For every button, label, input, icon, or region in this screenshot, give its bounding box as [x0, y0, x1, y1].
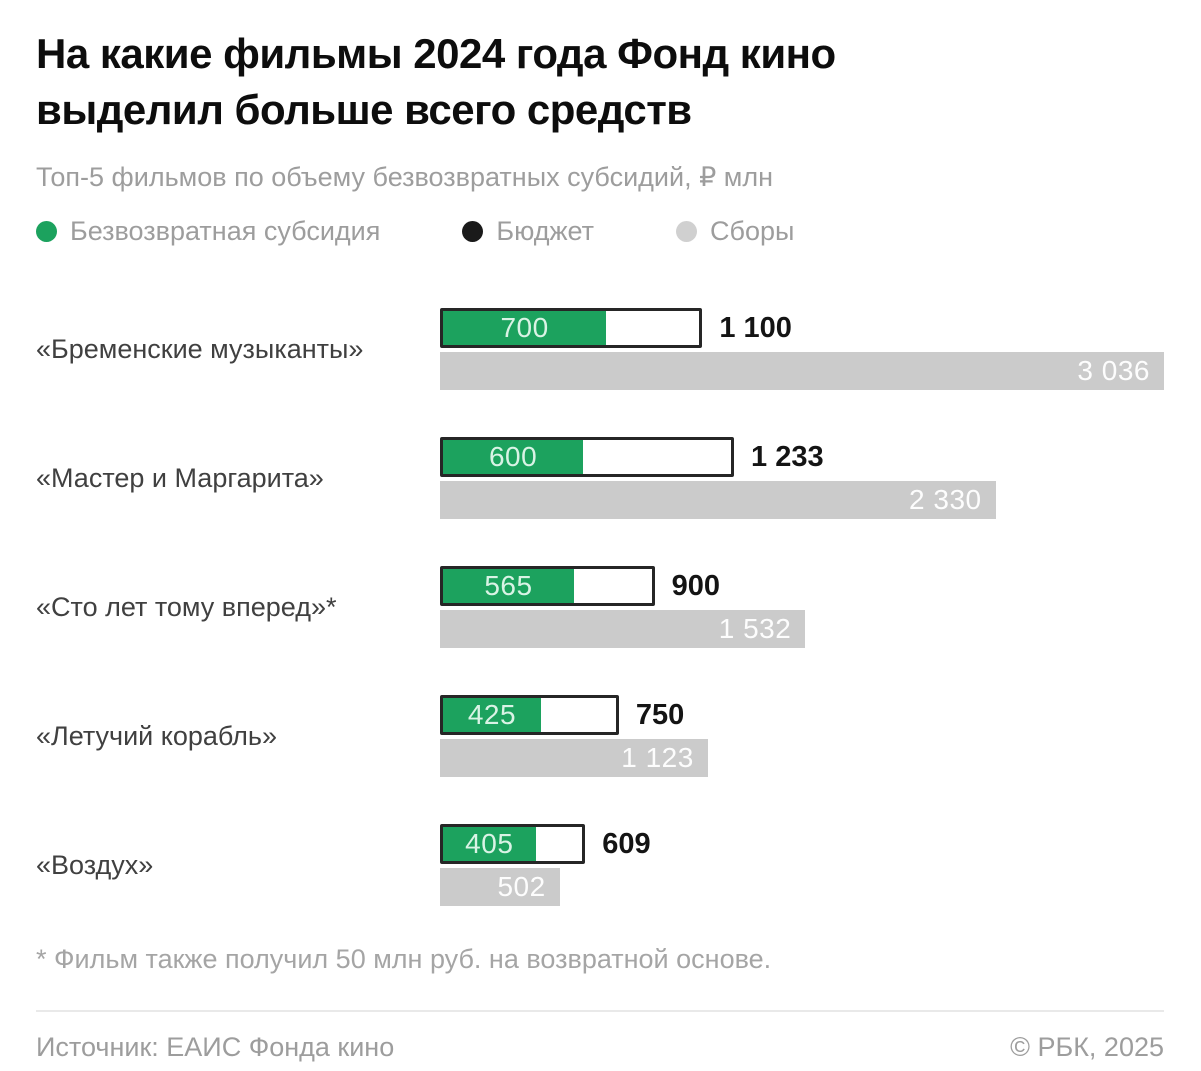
legend-label-gross: Сборы	[710, 215, 795, 246]
legend-item-subsidy: Безвозвратная субсидия	[36, 216, 380, 247]
row-bars: 565 900 1 532	[440, 566, 1164, 648]
budget-bar: 700	[440, 308, 703, 348]
chart-row: «Сто лет тому вперед»* 565 900 1 532	[36, 566, 1164, 648]
budget-value: 1 100	[719, 311, 792, 344]
budget-bar: 425	[440, 695, 619, 735]
budget-value: 609	[602, 827, 651, 860]
subsidy-dot-icon	[36, 220, 57, 242]
chart-subtitle: Топ-5 фильмов по объему безвозвратных су…	[36, 162, 773, 192]
gross-bar: 1 532	[440, 610, 806, 648]
budget-bar: 600	[440, 437, 735, 477]
film-label: «Сто лет тому вперед»*	[36, 592, 337, 622]
budget-value: 1 233	[751, 440, 824, 473]
bar-chart: «Бременские музыканты» 700 1 100 3 036 «Маст…	[36, 308, 1164, 906]
subsidy-value: 600	[488, 441, 538, 472]
chart-row: «Воздух» 405 609 502	[36, 824, 1164, 906]
budget-line: 405 609	[440, 824, 1164, 864]
budget-bar: 405	[440, 824, 586, 864]
chart-row: «Мастер и Маргарита» 600 1 233 2 330	[36, 437, 1164, 519]
budget-line: 600 1 233	[440, 437, 1164, 477]
subsidy-bar: 425	[443, 698, 541, 732]
legend-label-budget: Бюджет	[496, 215, 595, 246]
film-label: «Бременские музыканты»	[36, 334, 364, 364]
subsidy-bar: 405	[443, 827, 536, 861]
gross-bar: 502	[440, 868, 560, 906]
row-bars: 600 1 233 2 330	[440, 437, 1164, 519]
chart-row: «Бременские музыканты» 700 1 100 3 036	[36, 308, 1164, 390]
chart-legend: Безвозвратная субсидия Бюджет Сборы	[36, 216, 1164, 246]
budget-value: 750	[635, 698, 685, 731]
budget-dot-icon	[462, 220, 484, 242]
budget-line: 565 900	[440, 566, 1164, 606]
row-bars: 700 1 100 3 036	[440, 308, 1164, 390]
budget-line: 700 1 100	[440, 308, 1164, 348]
gross-value: 3 036	[1077, 355, 1150, 386]
budget-value: 900	[671, 569, 720, 602]
budget-bar: 565	[440, 566, 655, 606]
gross-value: 2 330	[909, 484, 982, 515]
gross-value: 502	[497, 871, 546, 902]
chart-footnote: * Фильм также получил 50 млн руб. на воз…	[36, 944, 772, 974]
row-bars: 405 609 502	[440, 824, 1164, 906]
subsidy-value: 405	[465, 828, 514, 859]
legend-item-gross: Сборы	[676, 216, 794, 247]
footer-divider	[36, 1010, 1164, 1012]
copyright-text: © РБК, 2025	[1010, 1032, 1164, 1062]
gross-value: 1 123	[621, 742, 694, 773]
film-label: «Воздух»	[36, 850, 154, 880]
gross-value: 1 532	[718, 613, 792, 644]
film-label: «Мастер и Маргарита»	[36, 463, 324, 493]
film-label: «Летучий корабль»	[36, 721, 278, 751]
subsidy-value: 700	[500, 312, 549, 343]
gross-bar: 3 036	[440, 352, 1164, 390]
chart-row: «Летучий корабль» 425 750 1 123	[36, 695, 1164, 777]
page-title: На какие фильмы 2024 года Фонд кино выде…	[36, 30, 836, 133]
subsidy-bar: 600	[443, 440, 584, 474]
row-bars: 425 750 1 123	[440, 695, 1164, 777]
legend-item-budget: Бюджет	[462, 216, 594, 247]
gross-bar: 2 330	[440, 481, 996, 519]
legend-label-subsidy: Безвозвратная субсидия	[70, 215, 381, 246]
budget-line: 425 750	[440, 695, 1164, 735]
chart-footer: Источник: ЕАИС Фонда кино © РБК, 2025	[36, 1032, 1164, 1063]
subsidy-bar: 565	[443, 569, 574, 603]
gross-dot-icon	[676, 220, 698, 242]
gross-bar: 1 123	[440, 739, 708, 777]
subsidy-bar: 700	[443, 311, 607, 345]
source-text: Источник: ЕАИС Фонда кино	[36, 1032, 395, 1062]
subsidy-value: 565	[484, 570, 533, 601]
subsidy-value: 425	[467, 699, 517, 730]
